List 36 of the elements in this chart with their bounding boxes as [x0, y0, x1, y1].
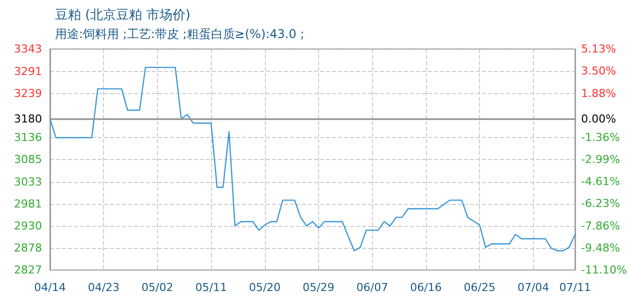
y2-tick-label: -11.10%	[581, 264, 628, 276]
y-tick-label: 3033	[14, 175, 42, 188]
y-tick-label: 2930	[14, 219, 42, 232]
x-tick-label: 04/23	[88, 281, 120, 294]
x-tick-label: 05/29	[302, 281, 334, 294]
x-tick-label: 06/16	[410, 281, 442, 294]
x-tick-label: 07/11	[559, 281, 591, 294]
y2-tick-label: -2.99%	[581, 153, 620, 166]
x-tick-label: 06/07	[356, 281, 388, 294]
line-series	[49, 66, 576, 252]
y-tick-label: 3136	[14, 131, 42, 144]
y2-tick-label: 3.50%	[581, 64, 616, 78]
chart-subtitle: 用途:饲料用 ;工艺:带皮 ;粗蛋白质≥(%):43.0 ;	[55, 27, 304, 41]
y-tick-label: 2981	[14, 198, 42, 211]
y2-tick-label: -7.86%	[581, 219, 620, 232]
y2-tick-label: 5.13%	[581, 42, 616, 56]
x-tick-label: 05/11	[195, 281, 227, 294]
x-tick-label: 05/02	[142, 281, 174, 294]
x-tick-label: 07/04	[517, 281, 550, 294]
x-tick-label: 05/20	[248, 281, 281, 294]
y2-tick-label: -6.23%	[581, 197, 620, 210]
y-tick-label: 3085	[14, 153, 42, 166]
x-tick-label: 06/25	[464, 281, 496, 294]
y2-tick-label: -4.61%	[581, 175, 620, 188]
y2-tick-label: 0.00%	[581, 112, 616, 126]
chart-title: 豆粕 (北京豆粕 市场价)	[55, 8, 190, 23]
y-tick-label: 3343	[14, 42, 42, 56]
y-tick-label: 2827	[14, 264, 42, 276]
y2-tick-label: 1.88%	[581, 86, 616, 100]
y-tick-label: 3180	[14, 112, 42, 126]
y-tick-label: 2878	[14, 242, 42, 255]
x-tick-label: 04/14	[34, 281, 66, 294]
y2-tick-label: -1.36%	[581, 130, 620, 144]
y-tick-label: 3291	[14, 64, 42, 78]
y-tick-label: 3239	[14, 87, 42, 100]
y2-tick-label: -9.48%	[581, 241, 620, 254]
